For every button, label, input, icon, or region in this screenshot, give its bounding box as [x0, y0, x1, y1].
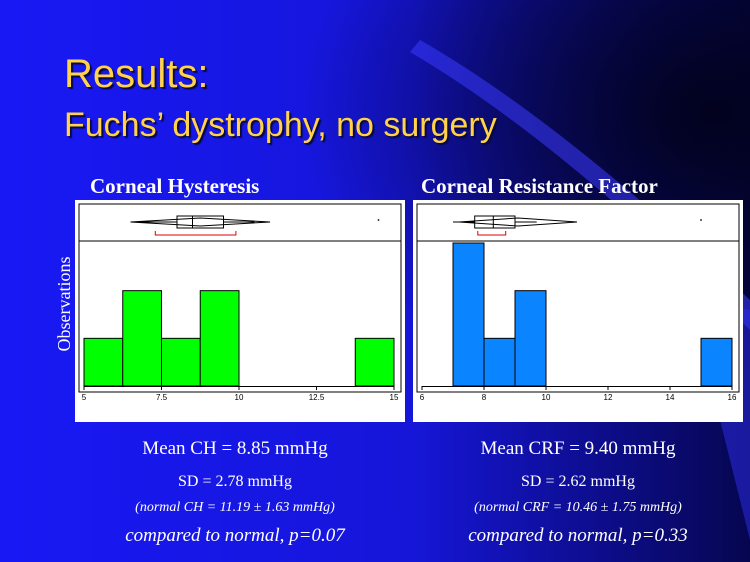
histogram-bar [83, 337, 124, 387]
mean-diamond [459, 217, 578, 227]
x-tick-label: 15 [390, 393, 399, 402]
histogram-ch-svg: 5 7.5 10 12.5 15 [78, 203, 402, 402]
boxplot-box [176, 215, 224, 229]
histogram-ch: 5 7.5 10 12.5 15 [75, 200, 405, 422]
histogram-bar [161, 337, 201, 387]
comparison-crf: compared to normal, p=0.33 [468, 525, 688, 546]
chart-title-ch: Corneal Hysteresis [90, 174, 260, 198]
histogram-bar [514, 290, 547, 387]
x-tick-label: 7.5 [156, 393, 168, 402]
histogram-panel [416, 240, 740, 393]
histogram-crf: 6 8 10 12 14 16 [413, 200, 743, 422]
histogram-bar [354, 337, 395, 387]
boxplot-outlier [700, 219, 702, 221]
x-tick-label: 14 [666, 393, 675, 402]
x-tick-label: 5 [82, 393, 87, 402]
x-tick-label: 12.5 [309, 393, 325, 402]
histogram-bar [122, 290, 162, 387]
decorative-swoosh [410, 40, 750, 330]
chart-title-crf: Corneal Resistance Factor [421, 174, 658, 198]
normal-ch: (normal CH = 11.19 ± 1.63 mmHg) [135, 500, 335, 515]
sd-ch: SD = 2.78 mmHg [178, 473, 292, 490]
histogram-bar [483, 337, 516, 387]
x-tick-label: 10 [235, 393, 244, 402]
mean-diamond [130, 217, 271, 227]
slide-title: Results: [64, 52, 209, 96]
comparison-ch: compared to normal, p=0.07 [125, 525, 345, 546]
slide-subtitle: Fuchs’ dystrophy, no surgery [64, 106, 497, 144]
x-tick-label: 12 [604, 393, 613, 402]
x-tick-label: 6 [420, 393, 425, 402]
histogram-bar [700, 337, 733, 387]
x-tick-label: 16 [728, 393, 737, 402]
boxplot-box [474, 215, 516, 229]
histogram-panel [78, 240, 402, 393]
histogram-bar [452, 242, 485, 387]
shortest-half-bracket [154, 231, 237, 236]
boxplot-outlier [377, 219, 380, 221]
x-tick-label: 10 [542, 393, 551, 402]
sd-crf: SD = 2.62 mmHg [521, 473, 635, 490]
x-tick-label: 8 [482, 393, 487, 402]
normal-crf: (normal CRF = 10.46 ± 1.75 mmHg) [474, 500, 682, 515]
mean-crf: Mean CRF = 9.40 mmHg [480, 438, 676, 459]
histogram-crf-svg: 6 8 10 12 14 16 [416, 203, 740, 402]
mean-ch: Mean CH = 8.85 mmHg [142, 438, 328, 459]
histogram-bar [199, 290, 240, 387]
shortest-half-bracket [477, 231, 507, 236]
